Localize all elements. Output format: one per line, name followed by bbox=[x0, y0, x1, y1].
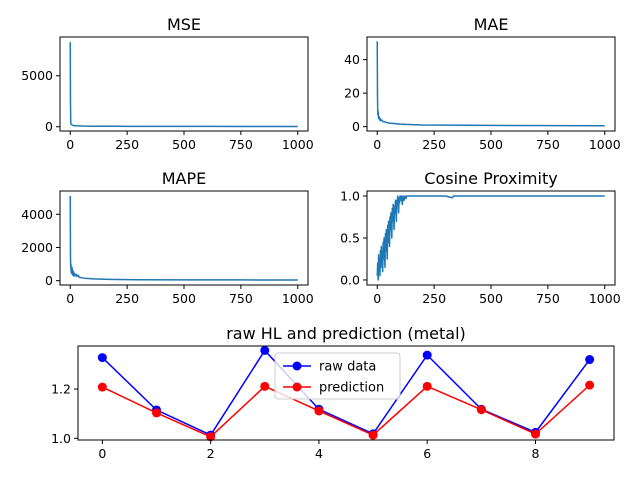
raw-prediction-point-2 bbox=[206, 432, 216, 442]
raw-xtick-label-0: 0 bbox=[98, 446, 106, 461]
mse-xtick-label-1: 250 bbox=[115, 137, 139, 152]
raw-prediction-point-8 bbox=[530, 429, 540, 439]
mae-xtick-label-0: 0 bbox=[373, 137, 381, 152]
mae-ytick-label-2: 40 bbox=[344, 52, 360, 67]
raw-prediction-point-4 bbox=[314, 406, 324, 416]
chart-mape: MAPE 0 250 500 750 1000 0 2000 4000 bbox=[21, 169, 314, 306]
chart-raw-hl-prediction: raw HL and prediction (metal) 0 2 4 6 8 1.0 1.2… bbox=[51, 324, 615, 461]
mape-series-line-0 bbox=[69, 195, 298, 281]
raw-prediction-point-6 bbox=[422, 381, 432, 391]
cosine-ytick-label-1: 0.5 bbox=[340, 231, 360, 246]
raw-prediction-point-9 bbox=[585, 380, 595, 390]
raw-xtick-label-1: 2 bbox=[207, 446, 215, 461]
mse-xtick-label-4: 1000 bbox=[282, 137, 314, 152]
mae-xtick-label-1: 250 bbox=[422, 137, 446, 152]
raw-series-line-raw-data bbox=[101, 349, 591, 436]
mse-ytick-label-1: 5000 bbox=[21, 68, 53, 83]
mse-title: MSE bbox=[167, 15, 201, 34]
chart-mse: MSE 0 250 500 750 1000 0 5000 bbox=[21, 15, 314, 152]
mape-xtick-label-1: 250 bbox=[115, 291, 139, 306]
raw-legend-marker-raw-data bbox=[292, 361, 302, 371]
cosine-xtick-label-2: 500 bbox=[479, 291, 503, 306]
mae-xtick-label-2: 500 bbox=[479, 137, 503, 152]
mse-xtick-label-2: 500 bbox=[172, 137, 196, 152]
mape-ytick-label-1: 2000 bbox=[21, 240, 53, 255]
raw-raw-data-point-6 bbox=[422, 350, 432, 360]
raw-prediction-point-1 bbox=[152, 408, 162, 418]
raw-prediction-point-7 bbox=[476, 405, 486, 415]
mse-xtick-label-0: 0 bbox=[66, 137, 74, 152]
raw-series-line-prediction bbox=[102, 384, 591, 438]
raw-legend: raw data prediction bbox=[274, 352, 401, 400]
mape-title: MAPE bbox=[162, 169, 207, 188]
mae-ytick-label-1: 20 bbox=[344, 86, 360, 101]
mae-xtick-label-3: 750 bbox=[536, 137, 560, 152]
cosine-xtick-label-4: 1000 bbox=[589, 291, 621, 306]
mape-xtick-label-4: 1000 bbox=[282, 291, 314, 306]
mape-xtick-label-2: 500 bbox=[172, 291, 196, 306]
raw-prediction-point-5 bbox=[368, 430, 378, 440]
raw-raw-data-point-0 bbox=[97, 353, 107, 363]
raw-xtick-label-3: 6 bbox=[423, 446, 431, 461]
chart-cosine-proximity: Cosine Proximity 0 250 500 750 1000 0.0 0.5 1.0 bbox=[340, 169, 621, 306]
mse-series-line-0 bbox=[69, 42, 298, 128]
mae-title: MAE bbox=[474, 15, 509, 34]
chart-mae: MAE 0 250 500 750 1000 0 20 40 bbox=[344, 15, 621, 152]
mape-xtick-label-3: 750 bbox=[229, 291, 253, 306]
cosine-ytick-label-0: 0.0 bbox=[340, 272, 360, 287]
mae-ytick-label-0: 0 bbox=[352, 119, 360, 134]
raw-legend-label-prediction: prediction bbox=[319, 381, 384, 396]
raw-xtick-label-2: 4 bbox=[315, 446, 323, 461]
cosine-title: Cosine Proximity bbox=[424, 169, 557, 188]
raw-raw-data-point-9 bbox=[585, 355, 595, 365]
cosine-xtick-label-1: 250 bbox=[422, 291, 446, 306]
raw-raw-data-point-3 bbox=[260, 345, 270, 355]
raw-ytick-label-0: 1.0 bbox=[51, 431, 71, 446]
raw-axes-frame bbox=[77, 345, 615, 441]
raw-prediction-point-0 bbox=[97, 382, 107, 392]
mse-xtick-label-3: 750 bbox=[229, 137, 253, 152]
mse-ytick-label-0: 0 bbox=[45, 119, 53, 134]
raw-ytick-label-1: 1.2 bbox=[51, 382, 71, 397]
cosine-xtick-label-3: 750 bbox=[536, 291, 560, 306]
cosine-series-line-0 bbox=[376, 195, 605, 281]
raw-legend-marker-prediction bbox=[292, 382, 302, 392]
cosine-xtick-label-0: 0 bbox=[373, 291, 381, 306]
cosine-ytick-label-2: 1.0 bbox=[340, 189, 360, 204]
mape-ytick-label-0: 0 bbox=[45, 273, 53, 288]
mae-xtick-label-4: 1000 bbox=[589, 137, 621, 152]
mape-xtick-label-0: 0 bbox=[66, 291, 74, 306]
raw-xtick-label-4: 8 bbox=[532, 446, 540, 461]
mae-series-line-0 bbox=[376, 41, 605, 127]
raw-prediction-point-3 bbox=[260, 381, 270, 391]
mape-ytick-label-2: 4000 bbox=[21, 207, 53, 222]
raw-legend-label-raw-data: raw data bbox=[319, 360, 376, 375]
raw-title: raw HL and prediction (metal) bbox=[226, 324, 466, 343]
